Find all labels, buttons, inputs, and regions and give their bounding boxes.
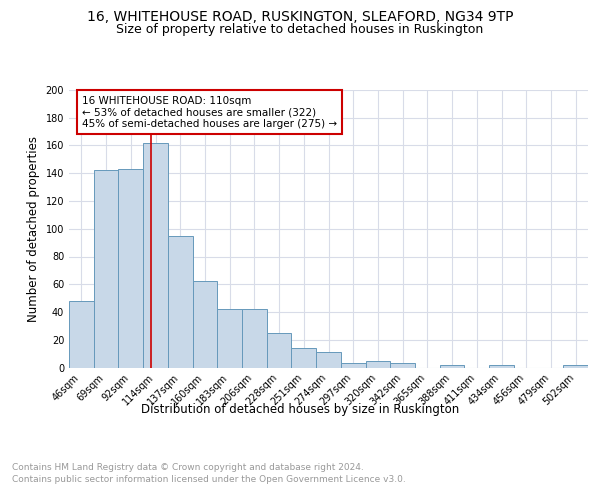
- Y-axis label: Number of detached properties: Number of detached properties: [27, 136, 40, 322]
- Bar: [94, 170, 118, 368]
- Bar: [563, 364, 588, 368]
- Bar: [168, 236, 193, 368]
- Bar: [217, 309, 242, 368]
- Bar: [267, 333, 292, 368]
- Bar: [69, 301, 94, 368]
- Bar: [316, 352, 341, 368]
- Bar: [143, 142, 168, 368]
- Bar: [242, 309, 267, 368]
- Bar: [341, 364, 365, 368]
- Bar: [292, 348, 316, 368]
- Bar: [118, 169, 143, 368]
- Bar: [440, 364, 464, 368]
- Text: Size of property relative to detached houses in Ruskington: Size of property relative to detached ho…: [116, 22, 484, 36]
- Bar: [365, 360, 390, 368]
- Text: Contains HM Land Registry data © Crown copyright and database right 2024.: Contains HM Land Registry data © Crown c…: [12, 462, 364, 471]
- Text: Distribution of detached houses by size in Ruskington: Distribution of detached houses by size …: [141, 402, 459, 415]
- Text: 16, WHITEHOUSE ROAD, RUSKINGTON, SLEAFORD, NG34 9TP: 16, WHITEHOUSE ROAD, RUSKINGTON, SLEAFOR…: [87, 10, 513, 24]
- Bar: [390, 364, 415, 368]
- Bar: [489, 364, 514, 368]
- Bar: [193, 282, 217, 368]
- Text: 16 WHITEHOUSE ROAD: 110sqm
← 53% of detached houses are smaller (322)
45% of sem: 16 WHITEHOUSE ROAD: 110sqm ← 53% of deta…: [82, 96, 337, 128]
- Text: Contains public sector information licensed under the Open Government Licence v3: Contains public sector information licen…: [12, 475, 406, 484]
